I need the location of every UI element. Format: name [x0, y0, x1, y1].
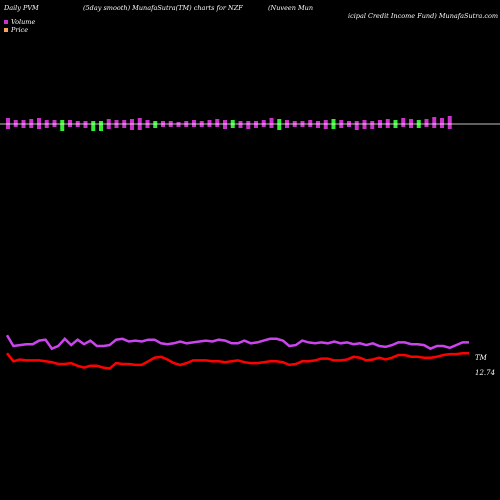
volume-bar	[432, 117, 437, 128]
volume-bar	[52, 120, 57, 127]
lower-end-label: 12.74	[475, 369, 495, 377]
volume-bar	[99, 121, 103, 131]
volume-bar	[261, 120, 266, 127]
header-fund-name-cont: icipal Credit Income Fund) MunafaSutra.c…	[348, 12, 499, 20]
volume-bar	[308, 120, 313, 127]
volume-bar	[83, 121, 88, 128]
volume-bar	[238, 121, 243, 128]
header-fund-name: (Nuveen Mun	[268, 4, 314, 12]
volume-bar	[385, 119, 390, 128]
volume-bar	[176, 122, 181, 127]
volume-bar	[401, 118, 406, 127]
volume-bar	[269, 118, 274, 128]
volume-bar	[440, 118, 444, 128]
volume-bar	[207, 120, 212, 127]
volume-bar	[60, 120, 65, 131]
volume-bar	[323, 120, 328, 129]
volume-bar	[354, 121, 359, 130]
legend-price-swatch	[4, 28, 8, 32]
header-subtitle: (5day smooth) MunafaSutra(TM) charts for…	[83, 4, 243, 12]
legend-price: Price	[4, 26, 28, 34]
volume-bar	[68, 120, 72, 127]
volume-bar	[130, 119, 134, 130]
volume-bar	[277, 119, 282, 130]
volume-bar	[447, 116, 452, 129]
legend-volume: Volume	[4, 18, 35, 26]
legend-volume-swatch	[4, 20, 8, 24]
volume-bar	[29, 119, 34, 128]
volume-bar	[362, 120, 367, 129]
volume-bar	[223, 120, 227, 129]
volume-bar	[6, 118, 10, 129]
volume-bar	[424, 119, 429, 127]
upper-end-label: TM	[475, 354, 488, 362]
volume-bar	[192, 120, 196, 127]
header-title: Daily PVM	[4, 4, 39, 12]
volume-bar	[409, 119, 413, 128]
volume-bar	[246, 121, 251, 129]
volume-bar	[37, 118, 41, 129]
upper-series-line	[5, 334, 469, 351]
volume-bar	[153, 121, 158, 128]
volume-bar	[254, 121, 258, 128]
legend-price-label: Price	[11, 26, 29, 34]
legend-volume-label: Volume	[11, 18, 36, 26]
volume-bar	[370, 121, 375, 129]
volume-bar	[215, 119, 220, 127]
volume-bar	[91, 121, 96, 131]
volume-bar	[13, 120, 18, 127]
volume-bars	[6, 116, 452, 131]
lower-series-line	[6, 351, 469, 370]
volume-bar	[316, 121, 320, 128]
